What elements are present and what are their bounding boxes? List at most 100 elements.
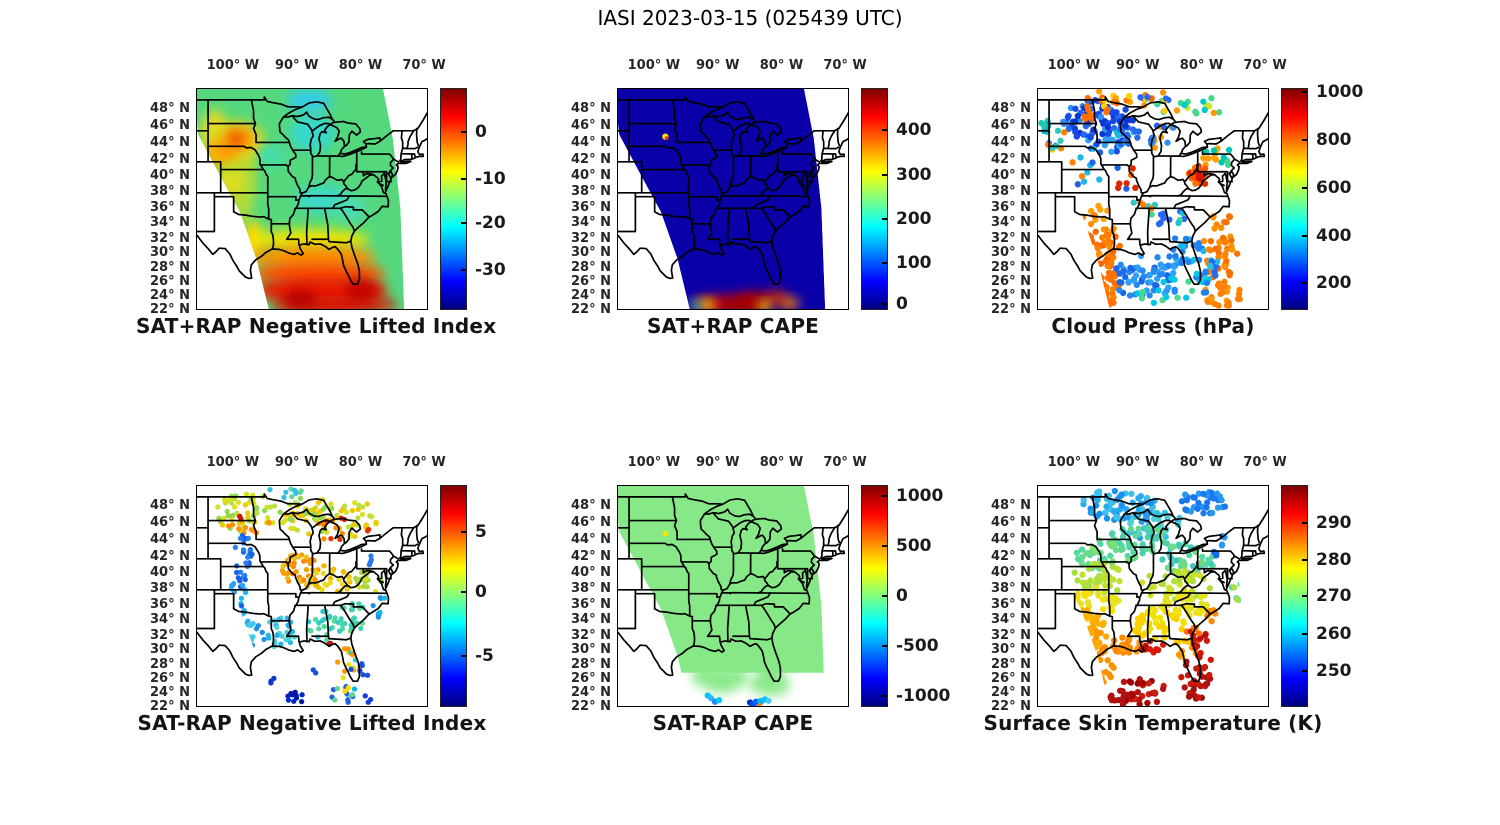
lon-tick-label: 90° W <box>274 455 319 470</box>
data-layer <box>215 486 388 705</box>
panel-sat-minus-rap-lifted-index: 100° W 90° W 80° W 70° W 48° N 46° N 44° N 42°… <box>120 455 540 751</box>
map-region <box>196 88 428 310</box>
lon-tick-label: 80° W <box>1179 58 1224 73</box>
colorbar-tick-mark <box>882 595 887 597</box>
lat-tick-label: 42° N <box>150 151 190 167</box>
colorbar-tick-label: -500 <box>896 635 939 656</box>
lat-tick-label: 32° N <box>150 627 190 643</box>
lat-tick-label: 24° N <box>991 288 1031 304</box>
lat-tick-label: 22° N <box>150 698 190 714</box>
colorbar <box>440 485 467 707</box>
colorbar <box>861 88 888 310</box>
lat-tick-label: 42° N <box>991 548 1031 564</box>
lat-tick-label: 34° N <box>150 612 190 628</box>
lat-tick-label: 48° N <box>571 101 611 117</box>
lon-tick-label: 70° W <box>402 58 446 73</box>
panel-sat-minus-rap-cape: 100° W 90° W 80° W 70° W 48° N 46° N 44° N 42°… <box>541 455 961 751</box>
lat-tick-label: 24° N <box>571 685 611 701</box>
colorbar-tick-mark <box>461 131 466 134</box>
colorbar-tick-mark <box>1302 559 1307 562</box>
panel-title: Surface Skin Temperature (K) <box>983 711 1323 735</box>
lat-tick-label: 48° N <box>150 498 190 514</box>
colorbar-tick-mark <box>1302 234 1307 237</box>
colorbar <box>1281 88 1308 310</box>
lat-tick-label: 38° N <box>991 581 1031 597</box>
colorbar-tick-label: 0 <box>896 586 908 606</box>
colorbar-tick-label: -10 <box>475 169 506 190</box>
panel-title: Cloud Press (hPa) <box>1051 314 1255 338</box>
lon-tick-label: 90° W <box>695 58 740 73</box>
colorbar-tick-mark <box>882 495 887 498</box>
lon-tick-label: 70° W <box>1243 58 1287 73</box>
lat-tick-label: 44° N <box>571 532 611 548</box>
lat-tick-label: 32° N <box>571 627 611 643</box>
map-svg <box>1038 486 1268 706</box>
map-svg <box>197 486 427 705</box>
panel-surface-skin-temperature: 100° W 90° W 80° W 70° W 48° N 46° N 44° N 42°… <box>961 455 1381 751</box>
colorbar-tick-label: 250 <box>1316 661 1352 682</box>
lat-tick-label: 24° N <box>571 288 611 304</box>
lat-tick-label: 32° N <box>571 230 611 246</box>
lon-tick-label: 80° W <box>759 455 804 470</box>
lat-tick-label: 36° N <box>991 200 1031 216</box>
lat-tick-label: 44° N <box>150 532 190 548</box>
colorbar-tick-mark <box>882 694 887 697</box>
lon-tick-label: 90° W <box>1115 455 1160 470</box>
lat-tick-label: 28° N <box>571 657 611 673</box>
data-layer <box>618 89 826 309</box>
lat-tick-label: 22° N <box>150 301 190 317</box>
lat-tick-label: 26° N <box>150 274 190 290</box>
map-svg <box>1038 89 1268 309</box>
lat-tick-label: 34° N <box>991 215 1031 231</box>
lat-tick-label: 44° N <box>991 135 1031 151</box>
colorbar-tick-label: 200 <box>896 208 932 229</box>
lat-tick-label: 46° N <box>571 515 611 531</box>
map-region <box>617 485 849 707</box>
panel-title: SAT+RAP CAPE <box>646 314 820 338</box>
lon-tick-label: 70° W <box>1243 455 1287 470</box>
lat-tick-label: 26° N <box>571 671 611 687</box>
colorbar-tick-label: 0 <box>475 581 487 602</box>
lat-tick-label: 46° N <box>991 118 1031 134</box>
colorbar-tick-label: 270 <box>1316 586 1352 606</box>
lon-tick-label: 100° W <box>627 455 681 470</box>
lat-tick-label: 26° N <box>571 274 611 290</box>
colorbar-tick-label: -1000 <box>896 685 951 706</box>
colorbar-tick-mark <box>1302 521 1307 524</box>
lat-tick-label: 38° N <box>571 184 611 200</box>
colorbar-tick-mark <box>461 222 466 225</box>
lon-tick-label: 90° W <box>274 58 319 73</box>
colorbar-tick-label: -5 <box>475 645 494 666</box>
lat-tick-label: 34° N <box>150 215 190 231</box>
colorbar-tick-mark <box>461 530 466 533</box>
lat-tick-label: 38° N <box>150 581 190 597</box>
colorbar-tick-mark <box>882 262 887 265</box>
colorbar-tick-label: 5 <box>475 521 487 542</box>
colorbar-tick-label: 1000 <box>1316 82 1364 103</box>
panel-title: SAT-RAP CAPE <box>652 711 814 735</box>
colorbar-tick-label: 280 <box>1316 550 1352 571</box>
lat-tick-label: 46° N <box>150 118 190 134</box>
lat-tick-label: 24° N <box>150 685 190 701</box>
colorbar-tick-mark <box>882 303 887 306</box>
lat-tick-label: 30° N <box>991 642 1031 658</box>
lat-tick-label: 44° N <box>571 135 611 151</box>
lon-tick-label: 70° W <box>402 455 446 470</box>
lat-tick-label: 48° N <box>571 498 611 514</box>
map-region <box>1037 88 1269 310</box>
lat-tick-label: 40° N <box>150 565 190 581</box>
lat-tick-label: 42° N <box>571 151 611 167</box>
lat-tick-label: 38° N <box>571 581 611 597</box>
lat-tick-label: 28° N <box>150 260 190 276</box>
lat-tick-label: 22° N <box>991 301 1031 317</box>
colorbar-tick-label: 100 <box>896 253 932 274</box>
lat-tick-label: 28° N <box>991 260 1031 276</box>
colorbar-tick-mark <box>1302 186 1307 189</box>
lat-tick-label: 44° N <box>150 135 190 151</box>
map-svg <box>197 89 427 309</box>
lat-tick-label: 42° N <box>991 151 1031 167</box>
lat-tick-label: 26° N <box>991 274 1031 290</box>
colorbar-tick-mark <box>461 590 466 593</box>
panel-sat-plus-rap-cape: 100° W 90° W 80° W 70° W 48° N 46° N 44° N 42°… <box>541 58 961 354</box>
colorbar-tick-mark <box>461 269 466 272</box>
